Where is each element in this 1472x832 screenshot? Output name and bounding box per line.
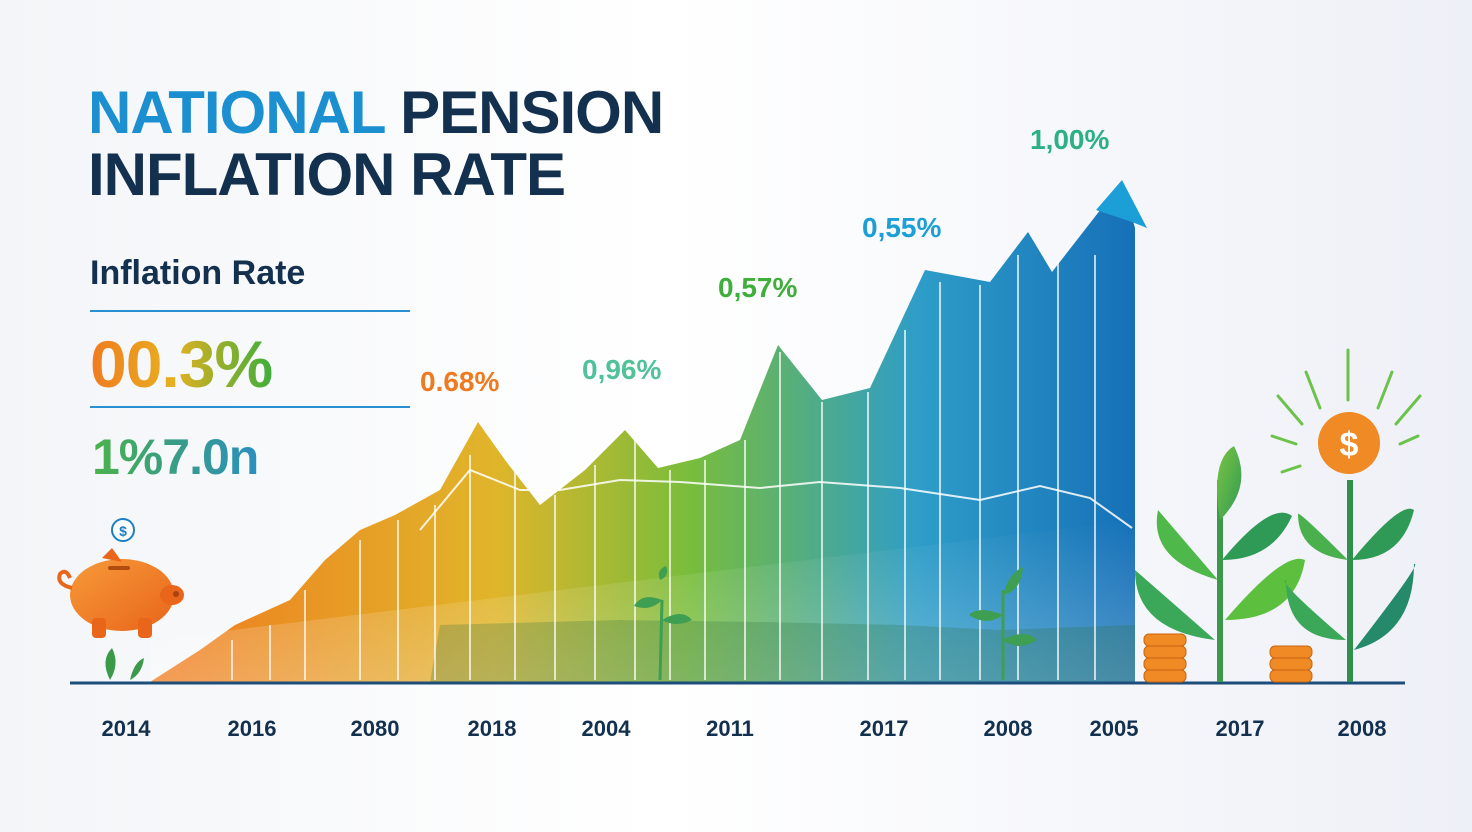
dollar-sign: $ (119, 523, 127, 539)
x-tick-label: 2017 (859, 716, 909, 741)
x-tick-label: 2004 (581, 716, 631, 741)
piggy-bank-icon (57, 548, 184, 638)
point-label-3: 0,55% (862, 212, 942, 243)
point-label-0: 0.68% (420, 366, 500, 397)
subtitle: Inflation Rate (90, 254, 306, 292)
plant-icon (105, 648, 144, 680)
x-tick-label: 2080 (350, 716, 400, 741)
title-line1-rest: PENSION (384, 79, 664, 146)
dollar-sign: $ (1340, 426, 1359, 464)
page-title: NATIONAL PENSION INFLATION RATE (88, 79, 664, 208)
x-tick-label: 2014 (101, 716, 151, 741)
point-label-2: 0,57% (718, 272, 798, 303)
x-tick-label: 2011 (706, 716, 754, 741)
divider-bottom (90, 406, 410, 408)
point-label-4: 1,00% (1030, 124, 1110, 155)
x-tick-label: 2005 (1089, 716, 1139, 741)
x-tick-label: 2008 (983, 716, 1033, 741)
point-label-1: 0,96% (582, 354, 662, 385)
title-line2: INFLATION RATE (88, 141, 566, 208)
sun-coin-icon: $ (1270, 348, 1422, 474)
x-tick-label: 2016 (227, 716, 277, 741)
x-tick-label: 2008 (1337, 716, 1387, 741)
x-tick-label: 2018 (467, 716, 517, 741)
inner-trend-line (419, 468, 1133, 531)
title-highlight: NATIONAL (88, 79, 385, 146)
coin-stack-icon (1143, 633, 1313, 683)
big-rate-value: 00.3% (90, 327, 273, 401)
plant-icon (634, 566, 1037, 681)
x-tick-label: 2017 (1215, 716, 1265, 741)
plant-icon (1284, 480, 1416, 682)
divider-top (90, 310, 410, 312)
trend-arrow-head (1096, 180, 1147, 228)
secondary-value: 1%7.0n (92, 429, 259, 485)
plant-icon (1135, 446, 1305, 682)
dollar-coin-icon: $ (111, 518, 135, 542)
